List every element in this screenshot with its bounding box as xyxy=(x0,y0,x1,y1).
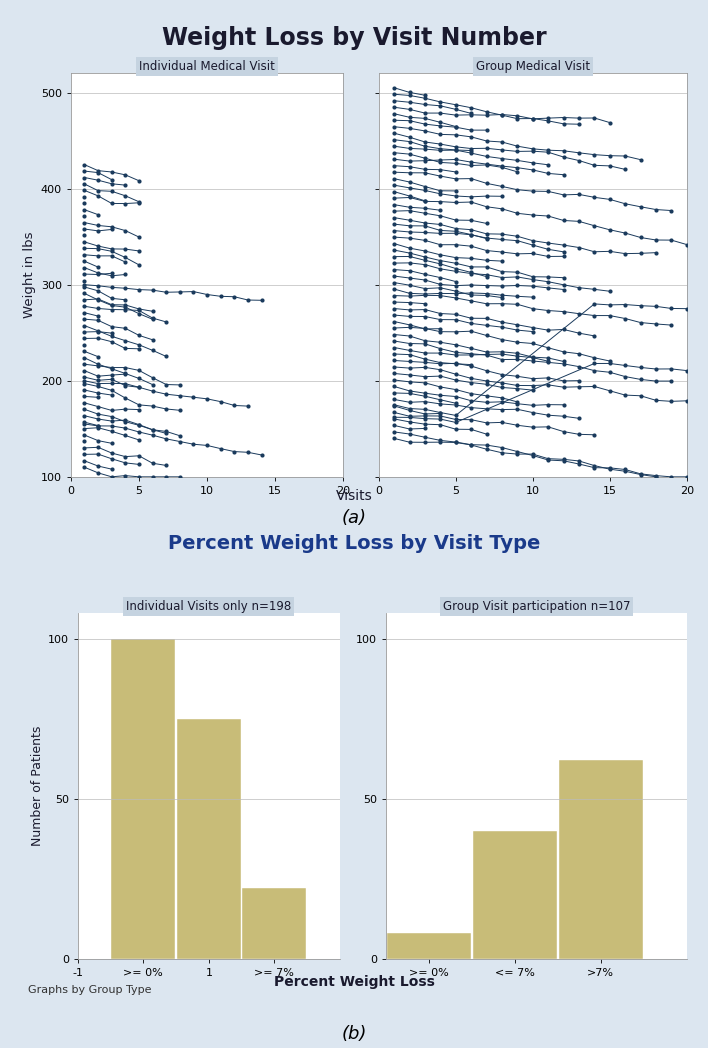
Bar xyxy=(473,831,557,959)
Text: Percent Weight Loss by Visit Type: Percent Weight Loss by Visit Type xyxy=(168,534,540,553)
Text: Percent Weight Loss: Percent Weight Loss xyxy=(273,975,435,988)
Y-axis label: Weight in lbs: Weight in lbs xyxy=(23,232,37,319)
Bar xyxy=(111,638,176,959)
Bar xyxy=(177,719,241,959)
Title: Individual Visits only n=198: Individual Visits only n=198 xyxy=(126,601,292,613)
Bar xyxy=(387,934,471,959)
Title: Individual Medical Visit: Individual Medical Visit xyxy=(139,61,275,73)
Bar xyxy=(559,761,643,959)
Title: Group Visit participation n=107: Group Visit participation n=107 xyxy=(442,601,630,613)
Text: Visits: Visits xyxy=(336,489,372,503)
Title: Group Medical Visit: Group Medical Visit xyxy=(476,61,590,73)
Text: Graphs by Group Type: Graphs by Group Type xyxy=(28,985,152,996)
Bar xyxy=(242,889,307,959)
Text: Weight Loss by Visit Number: Weight Loss by Visit Number xyxy=(161,26,547,50)
Text: (a): (a) xyxy=(341,509,367,527)
Y-axis label: Number of Patients: Number of Patients xyxy=(30,726,44,846)
Text: (b): (b) xyxy=(341,1025,367,1043)
